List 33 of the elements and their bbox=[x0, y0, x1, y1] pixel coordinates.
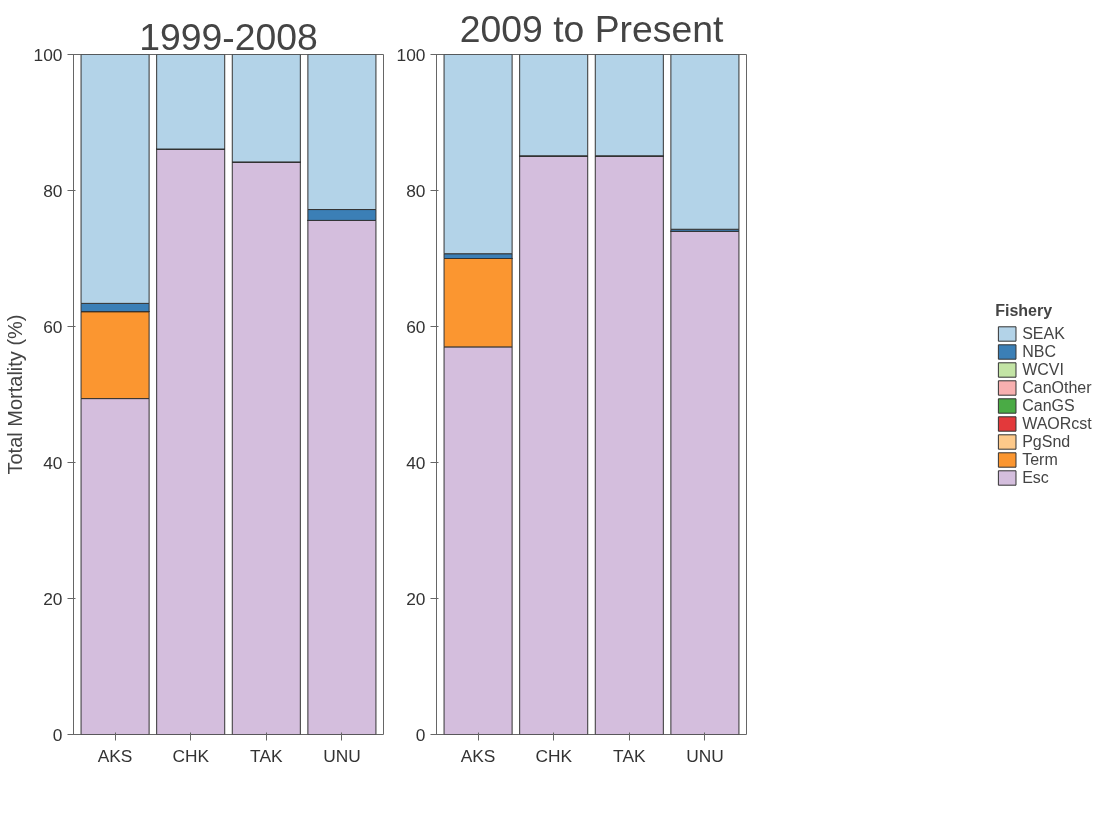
y-tick-label: 100 bbox=[396, 44, 426, 65]
legend-label: Esc bbox=[1022, 468, 1049, 487]
y-tick-label: 40 bbox=[43, 452, 63, 473]
x-tick-label: AKS bbox=[97, 745, 133, 766]
legend-label: CanGS bbox=[1022, 396, 1075, 415]
x-tick-label: CHK bbox=[172, 745, 210, 766]
y-tick-label: 100 bbox=[33, 44, 63, 65]
y-tick-label: 80 bbox=[406, 180, 426, 201]
chart-title: 2009 to Present bbox=[459, 7, 724, 50]
x-tick-label: CHK bbox=[535, 745, 573, 766]
x-tick-label: AKS bbox=[460, 745, 496, 766]
legend-label: Term bbox=[1022, 450, 1058, 469]
legend-label: WCVI bbox=[1022, 360, 1064, 379]
legend-label: CanOther bbox=[1022, 378, 1092, 397]
y-axis-title: Total Mortality (%) bbox=[3, 314, 26, 475]
x-tick-label: TAK bbox=[613, 745, 646, 766]
legend-label: SEAK bbox=[1022, 324, 1065, 343]
chart-title: 1999-2008 bbox=[139, 15, 318, 58]
x-tick-label: UNU bbox=[323, 745, 361, 766]
legend-label: PgSnd bbox=[1022, 432, 1071, 451]
y-tick-label: 60 bbox=[406, 316, 426, 337]
x-tick-label: TAK bbox=[250, 745, 283, 766]
y-tick-label: 0 bbox=[52, 724, 63, 745]
legend-label: WAORcst bbox=[1022, 414, 1092, 433]
y-tick-label: 60 bbox=[43, 316, 63, 337]
y-tick-label: 20 bbox=[406, 588, 426, 609]
y-tick-label: 0 bbox=[415, 724, 426, 745]
y-tick-label: 20 bbox=[43, 588, 63, 609]
y-tick-label: 40 bbox=[406, 452, 426, 473]
legend-label: NBC bbox=[1022, 342, 1056, 361]
x-tick-label: UNU bbox=[686, 745, 724, 766]
y-tick-label: 80 bbox=[43, 180, 63, 201]
legend-title: Fishery bbox=[995, 301, 1054, 320]
